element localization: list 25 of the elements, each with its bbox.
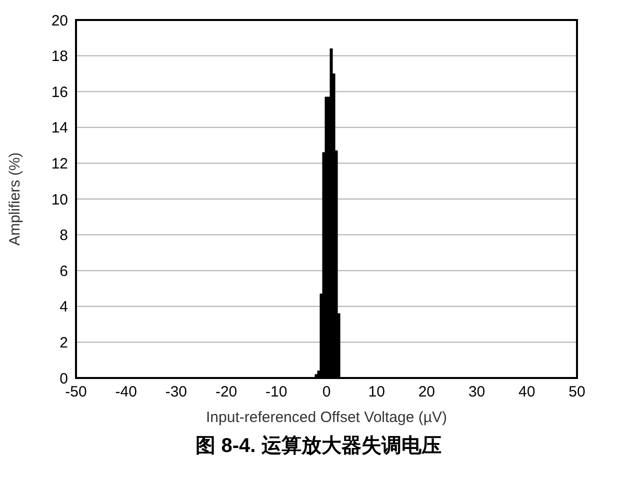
x-tick-label: 0 <box>322 384 331 401</box>
x-tick-label: -20 <box>215 384 238 401</box>
x-tick-label: -40 <box>115 384 137 401</box>
y-tick-label: 20 <box>51 12 68 30</box>
x-tick-label: 10 <box>368 384 385 401</box>
x-tick-label: 30 <box>468 384 486 401</box>
y-axis-title: Amplifiers (%) <box>6 152 24 246</box>
x-tick-label: 40 <box>518 384 536 401</box>
x-axis-title: Input-referenced Offset Voltage (µV) <box>206 409 447 426</box>
x-tick-label: -30 <box>165 384 188 401</box>
x-tick-label: -10 <box>266 384 288 401</box>
x-tick-label: 20 <box>418 384 436 401</box>
y-tick-label: 14 <box>51 120 68 137</box>
y-tick-label: 6 <box>60 262 68 280</box>
y-tick-label: 16 <box>51 84 68 101</box>
y-tick-label: 0 <box>60 370 68 388</box>
y-tick-label: 4 <box>60 298 68 316</box>
text: 图 8-4. 运算放大器失调电压 <box>194 434 442 459</box>
y-tick-label: 10 <box>51 191 68 208</box>
y-tick-label: 18 <box>51 48 68 66</box>
y-tick-label: 2 <box>60 334 68 352</box>
x-tick-label: -50 <box>65 384 87 401</box>
y-tick-label: 8 <box>60 227 68 244</box>
x-tick-label: 50 <box>568 384 586 401</box>
y-tick-label: 12 <box>51 156 68 173</box>
